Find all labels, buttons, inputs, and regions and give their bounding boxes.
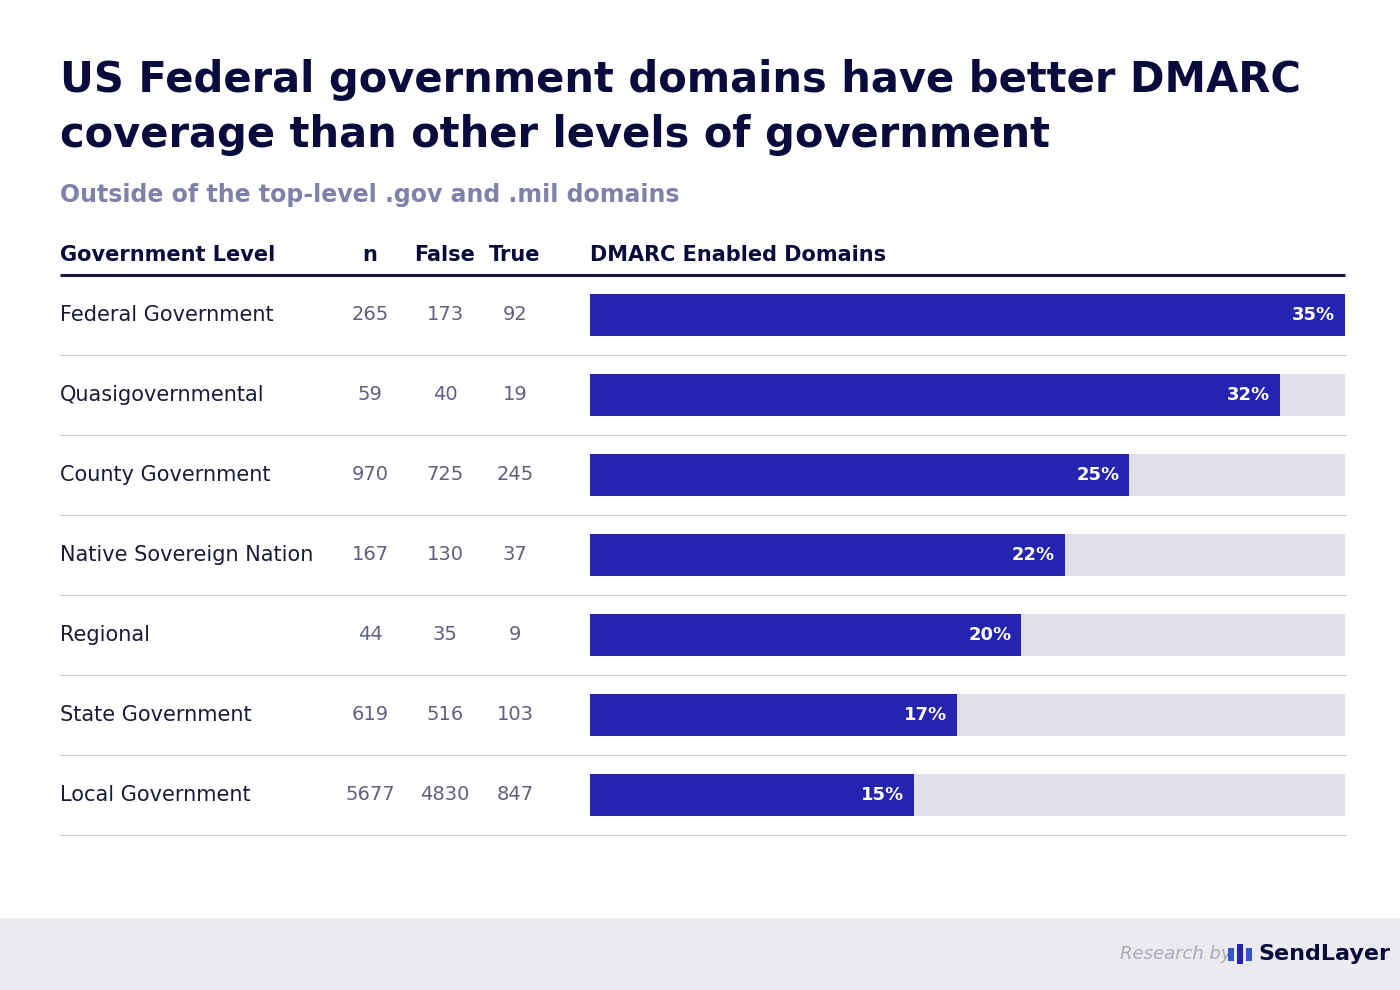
Text: Outside of the top-level .gov and .mil domains: Outside of the top-level .gov and .mil d… — [60, 183, 679, 207]
Text: 4830: 4830 — [420, 785, 469, 805]
Bar — [589, 374, 1280, 416]
Text: 167: 167 — [351, 545, 389, 564]
Text: False: False — [414, 245, 476, 265]
Bar — [589, 294, 1345, 336]
Text: 40: 40 — [433, 385, 458, 405]
Text: Federal Government: Federal Government — [60, 305, 273, 325]
Text: coverage than other levels of government: coverage than other levels of government — [60, 114, 1050, 156]
Text: 59: 59 — [357, 385, 382, 405]
Text: 92: 92 — [503, 306, 528, 325]
Text: Regional: Regional — [60, 625, 150, 645]
Text: US Federal government domains have better DMARC: US Federal government domains have bette… — [60, 59, 1301, 101]
Text: Native Sovereign Nation: Native Sovereign Nation — [60, 545, 314, 565]
Text: 9: 9 — [508, 626, 521, 644]
Bar — [589, 534, 1345, 576]
Text: 103: 103 — [497, 706, 533, 725]
Text: 35%: 35% — [1292, 306, 1336, 324]
Text: 970: 970 — [351, 465, 389, 484]
Bar — [589, 454, 1345, 496]
Bar — [1228, 947, 1233, 960]
Text: 725: 725 — [427, 465, 463, 484]
Bar — [1246, 947, 1252, 960]
Text: 619: 619 — [351, 706, 389, 725]
Text: 516: 516 — [427, 706, 463, 725]
Bar — [1238, 944, 1243, 964]
Bar — [589, 694, 1345, 736]
Text: 130: 130 — [427, 545, 463, 564]
Text: County Government: County Government — [60, 465, 270, 485]
Text: 44: 44 — [357, 626, 382, 644]
Bar — [589, 614, 1022, 656]
Text: 37: 37 — [503, 545, 528, 564]
Bar — [589, 294, 1345, 336]
Text: n: n — [363, 245, 378, 265]
Text: 22%: 22% — [1011, 546, 1054, 564]
Text: 20%: 20% — [969, 626, 1011, 644]
Text: 265: 265 — [351, 306, 389, 325]
Bar — [589, 774, 1345, 816]
Text: 32%: 32% — [1228, 386, 1270, 404]
Bar — [589, 374, 1345, 416]
Text: 19: 19 — [503, 385, 528, 405]
Text: 25%: 25% — [1077, 466, 1119, 484]
Text: Government Level: Government Level — [60, 245, 276, 265]
Bar — [589, 534, 1064, 576]
Text: 35: 35 — [433, 626, 458, 644]
Text: 17%: 17% — [903, 706, 946, 724]
Text: 245: 245 — [497, 465, 533, 484]
Text: 5677: 5677 — [346, 785, 395, 805]
Text: SendLayer: SendLayer — [1259, 944, 1390, 964]
Text: DMARC Enabled Domains: DMARC Enabled Domains — [589, 245, 886, 265]
Text: Quasigovernmental: Quasigovernmental — [60, 385, 265, 405]
Text: Local Government: Local Government — [60, 785, 251, 805]
Text: Research by: Research by — [1120, 945, 1232, 963]
Bar — [589, 694, 956, 736]
Text: 15%: 15% — [861, 786, 903, 804]
Text: State Government: State Government — [60, 705, 252, 725]
Text: 847: 847 — [497, 785, 533, 805]
Bar — [589, 614, 1345, 656]
Bar — [589, 774, 914, 816]
Text: True: True — [489, 245, 540, 265]
Bar — [0, 918, 1400, 990]
Text: 173: 173 — [427, 306, 463, 325]
Bar — [589, 454, 1130, 496]
